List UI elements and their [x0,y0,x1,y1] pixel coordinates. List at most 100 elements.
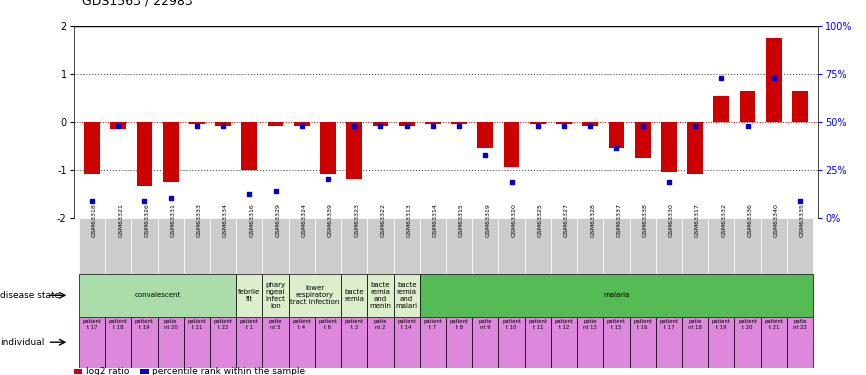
Text: GSM63324: GSM63324 [301,203,307,237]
Bar [268,122,283,126]
Text: patient
t 4: patient t 4 [292,320,311,330]
Text: patient
t 21: patient t 21 [187,320,206,330]
Bar [420,317,446,368]
Bar [84,122,100,174]
Text: febrile
fit: febrile fit [238,289,261,302]
Text: GSM63321: GSM63321 [118,203,123,237]
Bar [320,122,336,174]
Bar [477,122,494,148]
Bar [367,317,393,368]
Text: patient
t 18: patient t 18 [109,320,127,330]
Text: bacte
remia
and
malari: bacte remia and malari [396,282,417,309]
Bar [708,317,734,368]
Text: GSM63335: GSM63335 [800,203,805,237]
Bar [630,317,656,368]
Bar [79,317,105,368]
Bar [294,122,310,126]
Bar [661,122,676,172]
Bar [425,122,441,124]
Bar [346,122,362,179]
Bar [105,217,132,274]
Text: GSM63328: GSM63328 [591,203,595,237]
Text: GSM63315: GSM63315 [459,203,464,237]
Bar [525,317,551,368]
Bar [236,317,262,368]
Text: GSM63331: GSM63331 [171,203,176,237]
Text: patient
t 3: patient t 3 [345,320,364,330]
Text: GSM63327: GSM63327 [564,203,569,237]
Text: bacte
remia: bacte remia [344,289,365,302]
Text: GSM63336: GSM63336 [747,203,753,237]
Bar [242,122,257,170]
Text: GSM63332: GSM63332 [721,203,727,237]
Bar [262,274,288,317]
Bar [688,122,703,174]
Bar [734,217,760,274]
Bar [472,317,499,368]
Text: lower
respiratory
tract infection: lower respiratory tract infection [290,285,339,305]
Bar [551,317,577,368]
Bar [288,274,341,317]
Text: malaria: malaria [604,292,630,298]
Text: GSM63316: GSM63316 [249,203,255,237]
Bar [714,96,729,122]
Text: patie
nt 9: patie nt 9 [479,320,492,330]
Text: patient
t 16: patient t 16 [633,320,652,330]
Bar [551,217,577,274]
Bar [315,317,341,368]
Bar [451,122,467,124]
Text: patie
nt 13: patie nt 13 [584,320,597,330]
Bar [105,317,132,368]
Bar [525,217,551,274]
Text: patient
t 22: patient t 22 [214,320,233,330]
Bar [604,317,630,368]
Bar [420,217,446,274]
Text: GSM63325: GSM63325 [538,203,543,237]
Bar [367,274,393,317]
Text: patient
t 10: patient t 10 [502,320,521,330]
Text: patie
nt 22: patie nt 22 [793,320,807,330]
Bar [446,317,472,368]
Text: GSM63317: GSM63317 [695,203,700,237]
Text: GSM63314: GSM63314 [433,203,438,237]
Text: GSM63313: GSM63313 [407,203,411,237]
Text: phary
ngeal
infect
ion: phary ngeal infect ion [266,282,286,309]
Text: GSM63326: GSM63326 [145,203,150,237]
Text: percentile rank within the sample: percentile rank within the sample [152,367,306,375]
Text: patient
t 17: patient t 17 [659,320,678,330]
Bar [760,317,787,368]
Bar [504,122,520,167]
Bar [604,217,630,274]
Bar [210,317,236,368]
Text: patie
nt 2: patie nt 2 [374,320,387,330]
Bar [682,317,708,368]
Bar [140,369,149,374]
Text: patient
t 19: patient t 19 [135,320,154,330]
Bar [163,122,178,182]
Text: GSM63322: GSM63322 [380,203,385,237]
Text: GSM63323: GSM63323 [354,203,359,237]
Bar [582,122,598,126]
Bar [398,122,415,126]
Bar [158,217,184,274]
Bar [74,369,82,374]
Text: bacte
remia
and
menin: bacte remia and menin [370,282,391,309]
Bar [341,317,367,368]
Text: GSM63329: GSM63329 [275,203,281,237]
Text: patie
nt 20: patie nt 20 [164,320,178,330]
Bar [734,317,760,368]
Bar [393,217,420,274]
Bar [499,317,525,368]
Bar [79,217,105,274]
Text: patient
t 6: patient t 6 [319,320,338,330]
Bar [740,91,755,122]
Text: GSM63330: GSM63330 [669,203,674,237]
Text: individual: individual [0,338,44,346]
Bar [393,317,420,368]
Text: patient
t 7: patient t 7 [423,320,443,330]
Text: patie
nt 5: patie nt 5 [268,320,282,330]
Text: patient
t 21: patient t 21 [765,320,783,330]
Text: patient
t 14: patient t 14 [397,320,417,330]
Text: disease state: disease state [0,291,61,300]
Bar [184,217,210,274]
